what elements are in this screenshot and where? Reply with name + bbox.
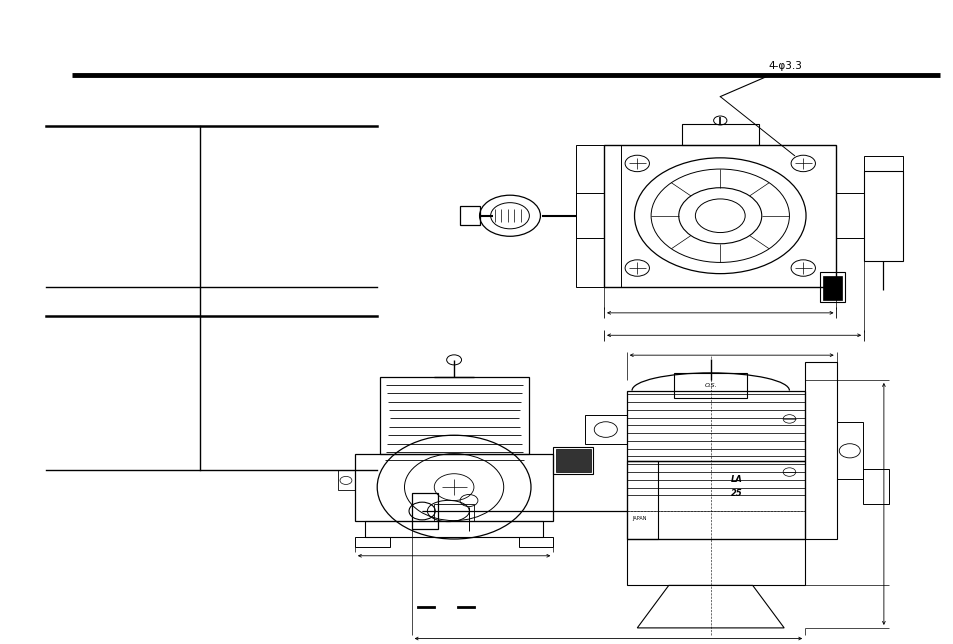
Bar	[673, 373, 747, 397]
Bar	[553, 447, 593, 474]
Bar	[862, 469, 888, 504]
Bar	[355, 537, 389, 547]
Bar	[556, 449, 590, 472]
Bar	[626, 461, 658, 540]
Bar	[836, 422, 862, 479]
Bar	[804, 362, 836, 540]
Bar	[626, 390, 804, 461]
Bar	[626, 540, 804, 585]
Bar	[412, 493, 437, 529]
Bar	[379, 377, 528, 453]
Bar	[434, 504, 474, 520]
Text: LA: LA	[730, 475, 742, 484]
Bar	[863, 156, 902, 171]
Bar	[836, 193, 863, 238]
Text: O.S.: O.S.	[703, 383, 717, 388]
Bar	[819, 272, 844, 301]
Bar	[626, 461, 804, 540]
Bar	[863, 171, 902, 261]
Bar	[355, 453, 553, 520]
Bar	[364, 520, 543, 537]
Bar	[518, 537, 553, 547]
Bar	[576, 193, 603, 238]
Text: JAPAN: JAPAN	[631, 516, 646, 520]
Text: 4-φ3.3: 4-φ3.3	[767, 61, 801, 71]
Bar	[576, 145, 620, 287]
Text: 25: 25	[730, 489, 742, 498]
Bar	[584, 415, 626, 444]
Bar	[337, 470, 355, 491]
Bar	[821, 276, 841, 300]
Bar	[680, 124, 759, 145]
Bar	[459, 206, 479, 225]
Bar	[603, 145, 836, 287]
